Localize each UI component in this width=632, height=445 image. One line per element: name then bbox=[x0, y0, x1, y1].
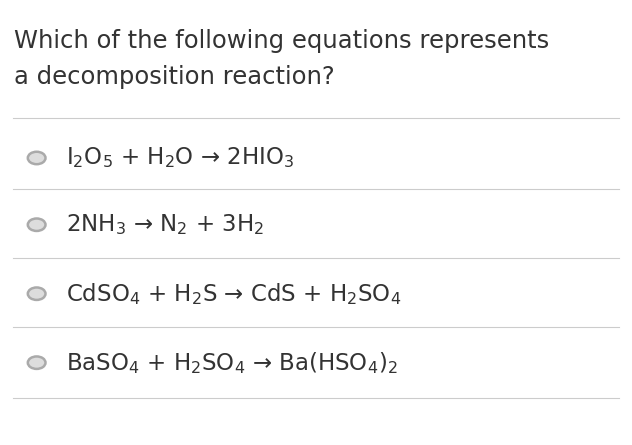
Circle shape bbox=[28, 218, 46, 231]
Text: a decomposition reaction?: a decomposition reaction? bbox=[14, 65, 335, 89]
Text: $\mathregular{BaSO_4}$ + $\mathregular{H_2SO_4}$ → $\mathregular{Ba(HSO_4)_2}$: $\mathregular{BaSO_4}$ + $\mathregular{H… bbox=[66, 350, 398, 376]
Text: $\mathregular{2NH_3}$ → $\mathregular{N_2}$ + $\mathregular{3H_2}$: $\mathregular{2NH_3}$ → $\mathregular{N_… bbox=[66, 212, 264, 237]
Text: $\mathregular{I_2O_5}$ + $\mathregular{H_2O}$ → $\mathregular{2HIO_3}$: $\mathregular{I_2O_5}$ + $\mathregular{H… bbox=[66, 146, 295, 170]
Text: $\mathregular{CdSO_4}$ + $\mathregular{H_2S}$ → $\mathregular{CdS}$ + $\mathregu: $\mathregular{CdSO_4}$ + $\mathregular{H… bbox=[66, 281, 401, 307]
Circle shape bbox=[28, 287, 46, 300]
Text: Which of the following equations represents: Which of the following equations represe… bbox=[14, 29, 549, 53]
Circle shape bbox=[28, 356, 46, 369]
Circle shape bbox=[28, 152, 46, 164]
